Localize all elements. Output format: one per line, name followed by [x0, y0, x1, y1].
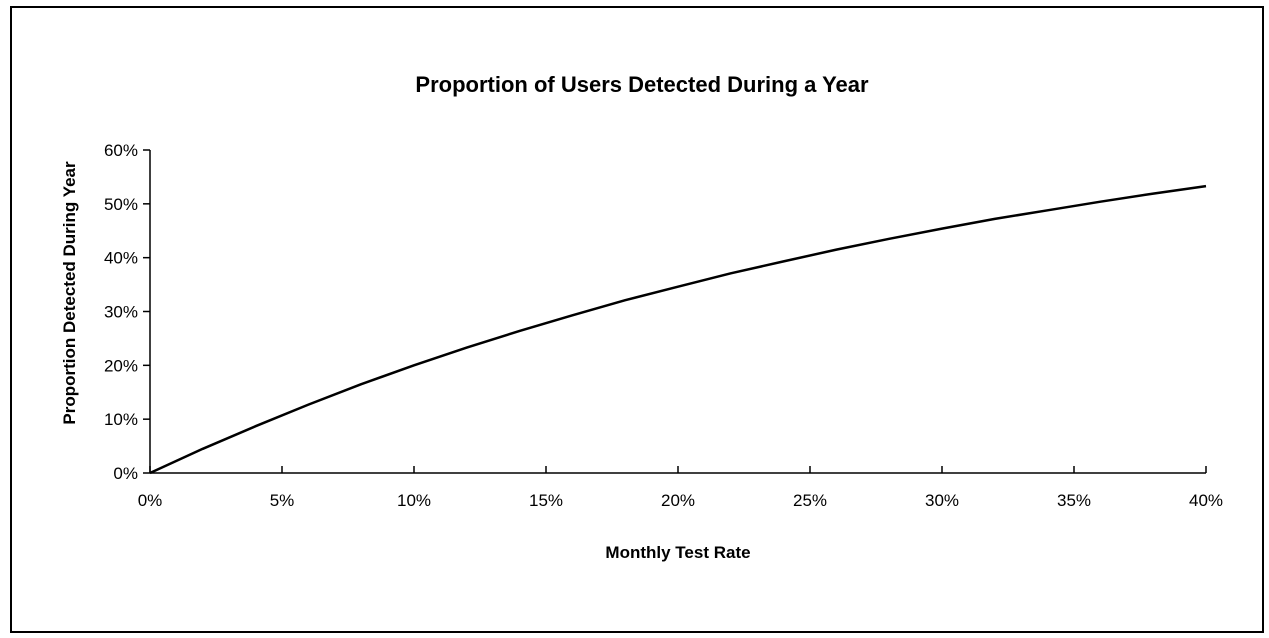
y-tick-label: 60% [104, 141, 138, 160]
x-tick-label: 20% [661, 491, 695, 510]
y-tick-label: 30% [104, 303, 138, 322]
y-tick-label: 50% [104, 195, 138, 214]
x-tick-label: 40% [1189, 491, 1223, 510]
x-tick-label: 35% [1057, 491, 1091, 510]
y-tick-label: 0% [113, 464, 138, 483]
chart-title: Proportion of Users Detected During a Ye… [415, 72, 869, 97]
y-axis-label: Proportion Detected During Year [60, 161, 79, 425]
x-tick-label: 30% [925, 491, 959, 510]
y-tick-label: 10% [104, 410, 138, 429]
x-tick-label: 15% [529, 491, 563, 510]
y-tick-label: 40% [104, 249, 138, 268]
x-tick-label: 5% [270, 491, 295, 510]
ticks: 0% 10% 20% 30% 40% 50% 60% 0% 5% 10% 15% 20% 25% 30% 3… [104, 141, 1223, 510]
axes [149, 150, 1206, 474]
series-line [149, 184, 1207, 475]
chart-frame [10, 6, 1264, 633]
series [149, 184, 1207, 475]
x-tick-label: 0% [138, 491, 163, 510]
y-tick-label: 20% [104, 356, 138, 375]
x-tick-label: 10% [397, 491, 431, 510]
x-tick-label: 25% [793, 491, 827, 510]
x-axis-label: Monthly Test Rate [605, 543, 750, 562]
